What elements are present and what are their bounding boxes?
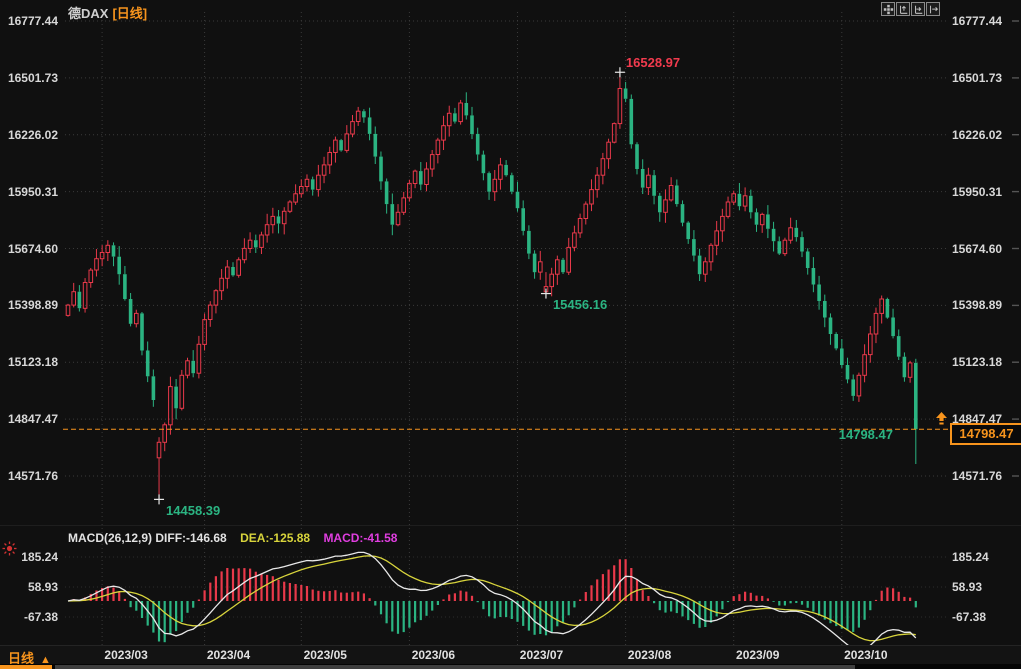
price-axis-label-right: 15950.31 xyxy=(952,184,1003,199)
bottom-bar: 日线 ▲ 2023/03 2023/04 2023/05 2023/06 2023/07 2… xyxy=(0,645,1021,669)
scrollbar-thumb[interactable] xyxy=(55,665,855,669)
main-low-price-annotation: 14458.39 xyxy=(166,503,221,519)
macd-diff-value: MACD(26,12,9) DIFF:-146.68 xyxy=(68,531,227,545)
price-axis-label-left: 15398.89 xyxy=(7,298,58,313)
active-tab-underline xyxy=(0,665,52,669)
price-axis-label-right: 15123.18 xyxy=(952,355,1003,370)
macd-axis-label-right: 185.24 xyxy=(952,550,989,564)
macd-axis-label-left: 58.93 xyxy=(27,580,58,594)
macd-axis-label-left: 185.24 xyxy=(21,550,58,564)
macd-axis-label-left: -67.38 xyxy=(23,610,58,624)
macd-axis-label-right: 58.93 xyxy=(952,580,983,594)
tab-daily[interactable]: 日线 ▲ xyxy=(8,648,51,667)
x-axis-label: 2023/03 xyxy=(104,648,148,662)
price-axis-label-left: 16777.44 xyxy=(7,14,58,28)
pan-crosshair-icon[interactable] xyxy=(881,2,895,16)
macd-value: MACD:-41.58 xyxy=(323,531,398,545)
panel-divider xyxy=(0,525,1021,526)
macd-axis-label-right: -67.38 xyxy=(952,610,987,624)
macd-indicator-header: MACD(26,12,9) DIFF:-146.68 DEA:-125.88 M… xyxy=(68,531,397,545)
scroll-right-icon[interactable] xyxy=(926,2,940,16)
price-axis-label-left: 16226.02 xyxy=(7,127,58,142)
x-axis-label: 2023/07 xyxy=(519,648,564,662)
chart-toolbar xyxy=(881,2,940,16)
price-axis-label-left: 14571.76 xyxy=(7,469,58,483)
hot-indicator-icon[interactable] xyxy=(2,541,17,561)
fit-y-axis-icon[interactable] xyxy=(896,2,910,16)
price-axis-label-left: 15674.60 xyxy=(7,241,58,256)
price-axis-label-left: 15950.31 xyxy=(7,184,58,199)
chart-title: 德DAX [日线] xyxy=(68,3,147,22)
last-price-axis-tag: 14798.47 xyxy=(950,423,1021,445)
horizontal-scrollbar[interactable] xyxy=(0,664,1021,669)
price-axis-label-right: 16501.73 xyxy=(952,70,1003,85)
price-axis-label-right: 15674.60 xyxy=(952,241,1003,256)
price-axis-label-left: 16501.73 xyxy=(7,70,58,85)
price-axis-label-left: 14847.47 xyxy=(7,412,58,427)
x-axis-label: 2023/05 xyxy=(303,648,347,662)
mid-low-price-annotation: 15456.16 xyxy=(552,296,608,312)
price-axis-label-right: 15398.89 xyxy=(952,298,1003,313)
x-axis-label: 2023/09 xyxy=(736,648,780,662)
tab-arrow-up-icon: ▲ xyxy=(40,654,51,666)
x-axis-label: 2023/08 xyxy=(627,648,672,662)
x-axis-label: 2023/06 xyxy=(411,648,456,662)
tab-daily-label: 日线 xyxy=(8,651,35,666)
price-axis-label-right: 14847.47 xyxy=(952,412,1003,427)
macd-dea-value: DEA:-125.88 xyxy=(240,531,311,545)
price-axis-label-right: 16226.02 xyxy=(952,127,1003,142)
price-axis-label-left: 15123.18 xyxy=(7,355,58,370)
last-price-annotation: 14798.47 xyxy=(838,426,893,442)
jump-to-latest-icon[interactable] xyxy=(934,412,949,430)
period-tag: [日线] xyxy=(112,6,148,21)
high-price-annotation: 16528.97 xyxy=(625,55,681,71)
x-axis-label: 2023/10 xyxy=(844,648,888,662)
price-axis-label-right: 14571.76 xyxy=(952,469,1003,483)
fit-x-axis-icon[interactable] xyxy=(911,2,925,16)
symbol-name: 德DAX xyxy=(68,6,109,21)
x-axis-label: 2023/04 xyxy=(206,648,251,662)
price-axis-label-right: 16777.44 xyxy=(952,14,1003,28)
